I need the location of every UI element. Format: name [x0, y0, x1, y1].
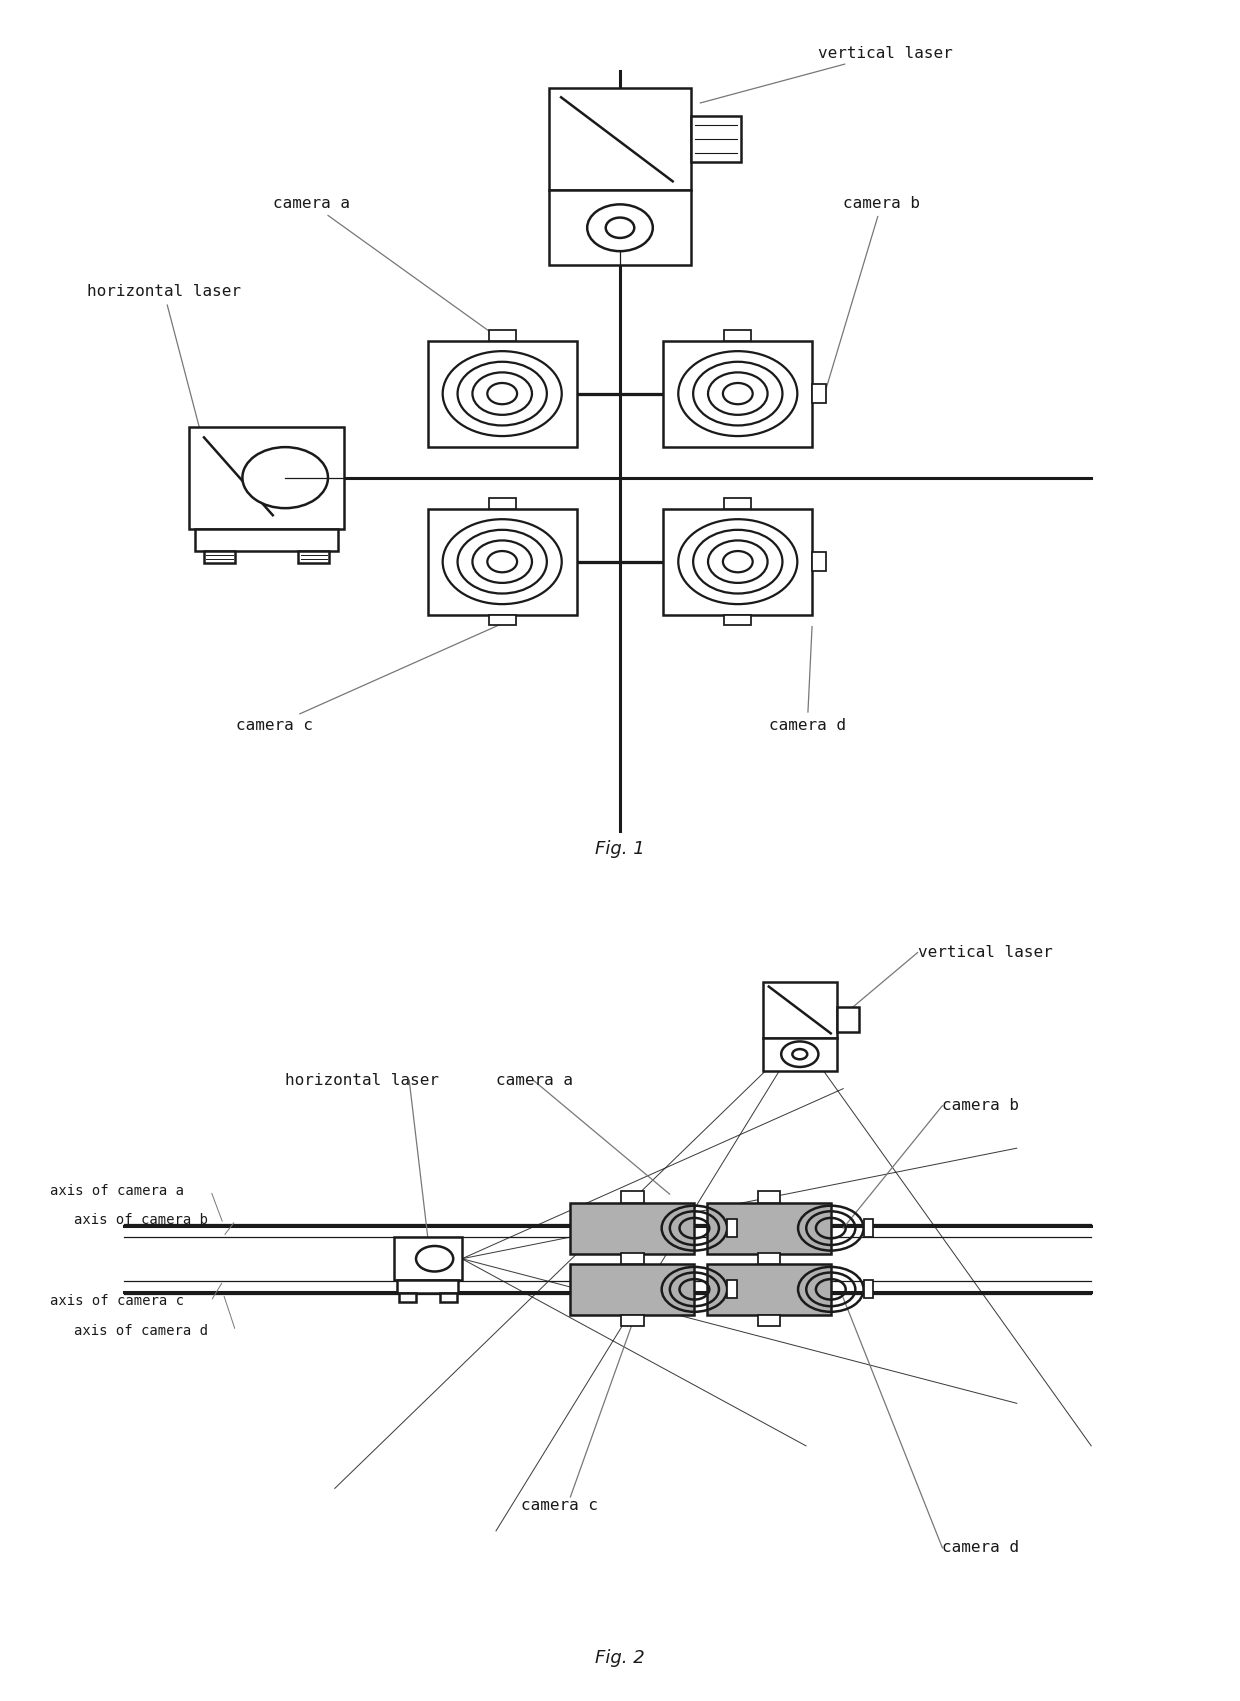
Bar	[812, 384, 826, 403]
Text: camera d: camera d	[942, 1541, 1019, 1555]
Text: axis of camera a: axis of camera a	[50, 1184, 184, 1198]
Bar	[489, 498, 516, 509]
Circle shape	[605, 218, 634, 238]
Circle shape	[242, 447, 327, 509]
Bar	[398, 1293, 415, 1301]
Circle shape	[588, 204, 652, 252]
Bar	[724, 498, 751, 509]
Bar	[196, 529, 337, 551]
Bar	[621, 1315, 644, 1327]
Text: camera d: camera d	[769, 626, 846, 733]
Bar	[692, 116, 742, 162]
Bar	[758, 1315, 780, 1327]
Text: vertical laser: vertical laser	[701, 46, 954, 104]
Bar	[428, 509, 577, 614]
Circle shape	[781, 1041, 818, 1067]
Bar	[724, 330, 751, 340]
Text: horizontal laser: horizontal laser	[87, 284, 241, 434]
Bar	[298, 551, 329, 563]
Bar	[724, 614, 751, 626]
Bar	[489, 330, 516, 340]
Text: axis of camera c: axis of camera c	[50, 1294, 184, 1308]
Bar	[393, 1238, 461, 1279]
Text: camera b: camera b	[826, 196, 920, 391]
Bar	[837, 1007, 859, 1033]
Text: camera b: camera b	[942, 1099, 1019, 1112]
Bar	[489, 614, 516, 626]
Bar	[758, 1191, 780, 1203]
Text: camera a: camera a	[273, 196, 500, 338]
Bar	[570, 1264, 694, 1315]
Bar	[763, 1038, 837, 1072]
Bar	[663, 340, 812, 447]
Bar	[727, 1220, 737, 1237]
Bar	[428, 340, 577, 447]
Bar	[663, 509, 812, 614]
Bar	[397, 1279, 458, 1293]
Bar	[621, 1191, 644, 1203]
Bar	[727, 1281, 737, 1298]
Bar	[549, 191, 692, 265]
Text: Fig. 1: Fig. 1	[595, 840, 645, 857]
Bar	[763, 983, 837, 1038]
Bar	[707, 1264, 831, 1315]
Bar	[549, 88, 692, 191]
Bar	[203, 551, 236, 563]
Bar	[863, 1281, 873, 1298]
Bar	[440, 1293, 456, 1301]
Text: vertical laser: vertical laser	[918, 946, 1053, 959]
Text: camera c: camera c	[521, 1499, 598, 1512]
Text: horizontal laser: horizontal laser	[285, 1073, 439, 1087]
Bar	[758, 1252, 780, 1264]
Bar	[812, 553, 826, 572]
Bar	[863, 1220, 873, 1237]
Circle shape	[792, 1050, 807, 1060]
Text: Fig. 2: Fig. 2	[595, 1650, 645, 1667]
Text: axis of camera d: axis of camera d	[74, 1323, 208, 1339]
Bar	[707, 1203, 831, 1254]
Text: camera a: camera a	[496, 1073, 573, 1087]
Text: camera c: camera c	[236, 624, 500, 733]
Text: axis of camera b: axis of camera b	[74, 1213, 208, 1228]
Bar	[570, 1203, 694, 1254]
Bar	[621, 1252, 644, 1264]
Bar	[188, 427, 343, 529]
Circle shape	[415, 1245, 454, 1272]
